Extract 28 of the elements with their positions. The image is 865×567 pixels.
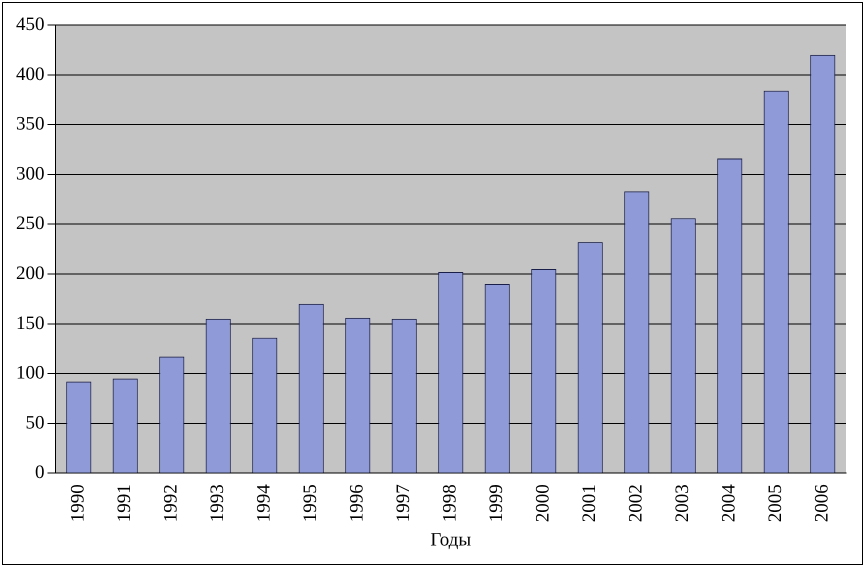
y-tick-label: 200 — [16, 262, 44, 284]
y-tick-label: 400 — [16, 64, 44, 85]
x-tick-label: 2005 — [765, 484, 786, 522]
y-tick-label: 50 — [26, 412, 44, 434]
x-tick-label: 1991 — [114, 484, 136, 522]
x-tick-label: 1993 — [207, 484, 228, 522]
x-tick-label: 2001 — [579, 484, 600, 522]
y-tick-label: 250 — [16, 213, 44, 234]
y-tick-label: 100 — [16, 362, 44, 384]
x-tick-label: 2003 — [672, 484, 694, 522]
y-tick-label: 0 — [35, 462, 44, 484]
x-tick-label: 1998 — [440, 484, 461, 522]
y-tick-label: 300 — [16, 163, 44, 184]
x-tick-label: 1999 — [486, 484, 508, 522]
x-tick-label: 2002 — [626, 484, 647, 522]
x-tick-label: 1990 — [68, 484, 89, 522]
y-tick-label: 450 — [16, 14, 44, 35]
x-tick-label: 1996 — [346, 484, 368, 522]
x-tick-label: 2000 — [532, 484, 554, 522]
x-tick-label: 2006 — [812, 484, 833, 522]
x-axis-title: Годы — [430, 530, 472, 551]
x-tick-label: 2004 — [718, 484, 740, 522]
x-tick-label: 1997 — [393, 484, 414, 522]
y-tick-label: 150 — [16, 312, 44, 334]
y-tick-label: 350 — [16, 114, 44, 135]
x-tick-label: 1992 — [160, 484, 182, 522]
x-tick-label: 1995 — [300, 484, 322, 522]
x-tick-label: 1994 — [254, 484, 275, 522]
